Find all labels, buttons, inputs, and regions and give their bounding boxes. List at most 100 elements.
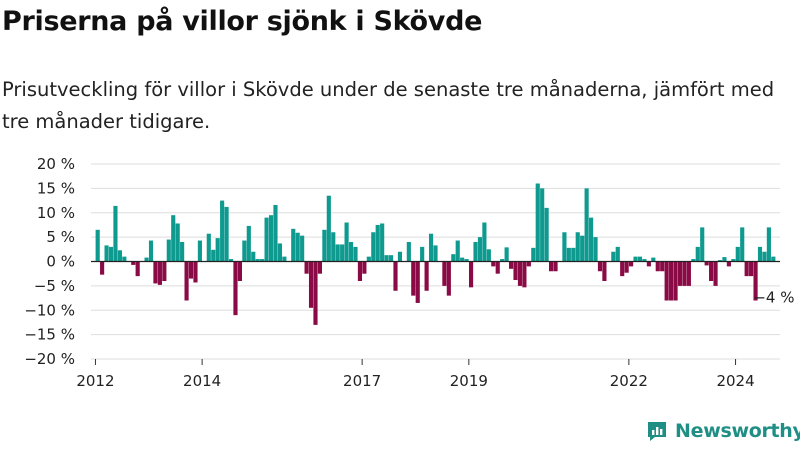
bar (428, 233, 434, 262)
x-tick-label: 2017 (343, 372, 381, 390)
bar (331, 232, 336, 262)
bar (362, 261, 367, 274)
bar (260, 259, 265, 262)
bar (282, 256, 287, 262)
bar (335, 244, 340, 262)
x-tick-label: 2022 (610, 372, 648, 390)
bar (100, 261, 105, 275)
bar (740, 227, 745, 262)
bar (673, 261, 678, 301)
bar (766, 227, 771, 262)
bar (460, 257, 465, 262)
bar (771, 256, 776, 262)
bar (157, 261, 162, 285)
bar (295, 232, 300, 262)
bar (300, 235, 305, 262)
bar (188, 261, 194, 279)
bar (233, 261, 238, 316)
bar (344, 222, 349, 262)
bar (695, 246, 700, 262)
bar (486, 249, 491, 262)
bar (646, 261, 651, 267)
bar (451, 254, 456, 262)
bar (246, 225, 251, 262)
bar (531, 247, 536, 262)
bar (433, 245, 438, 262)
x-axis: 2012 2014 2017 2019 2022 2024 (76, 359, 755, 390)
bar (380, 223, 385, 262)
bar (589, 217, 594, 262)
bar (326, 195, 331, 262)
bar (704, 261, 709, 266)
bar (571, 247, 576, 262)
bar (384, 255, 389, 262)
bar (482, 222, 487, 262)
bar (264, 217, 269, 262)
y-axis: 20 % 15 % 10 % 5 % 0 % −5 % −10 % −15 % −20 % (24, 155, 75, 368)
bar (206, 233, 211, 262)
bar (113, 205, 118, 262)
bar (117, 250, 122, 262)
bar (442, 261, 447, 286)
bar (651, 257, 656, 262)
bar (273, 204, 278, 262)
y-tick-label: −10 % (24, 301, 75, 319)
bar (473, 242, 478, 262)
bar (242, 240, 247, 262)
bar (726, 261, 731, 267)
bar (166, 239, 171, 262)
bar (677, 261, 683, 286)
bar (611, 251, 616, 262)
y-tick-label: 0 % (46, 253, 75, 271)
annotation-label: −4 % (753, 289, 794, 307)
bar (468, 261, 474, 288)
bar (624, 261, 629, 273)
bar (237, 261, 242, 281)
bar (722, 257, 727, 262)
newsworthy-logo: Newsworthy (645, 419, 800, 443)
bar (544, 207, 549, 262)
bar (108, 246, 114, 262)
bar (602, 261, 607, 281)
bar (553, 261, 558, 272)
bar (162, 261, 167, 281)
bar (691, 259, 696, 262)
bar (655, 261, 660, 272)
bar (526, 261, 531, 267)
bar (122, 256, 127, 262)
bar (148, 240, 154, 262)
bar (735, 246, 740, 262)
bar (709, 261, 714, 281)
bar (144, 257, 149, 262)
bar (575, 232, 580, 262)
bar (637, 256, 643, 262)
bar (411, 261, 416, 296)
bar (153, 261, 158, 284)
y-tick-label: −5 % (34, 277, 75, 295)
bar (175, 223, 180, 262)
bar (171, 215, 176, 262)
bar (615, 246, 620, 262)
bar (277, 243, 282, 262)
bar (535, 183, 540, 262)
bar (135, 261, 140, 277)
bar (424, 261, 429, 291)
bar (744, 261, 749, 277)
bar (731, 259, 736, 262)
bar (566, 247, 571, 262)
bar (753, 261, 758, 301)
y-tick-label: 20 % (37, 155, 75, 173)
bar (255, 259, 260, 262)
bar (357, 261, 363, 281)
bar (313, 261, 318, 325)
bar-series (95, 183, 776, 325)
bar (366, 256, 371, 262)
bar (184, 261, 189, 301)
bar (584, 188, 589, 262)
bar (597, 261, 603, 272)
bar (197, 240, 202, 262)
bar (549, 261, 554, 272)
bar (348, 242, 354, 262)
x-tick-label: 2019 (450, 372, 488, 390)
y-tick-label: −15 % (24, 326, 75, 344)
